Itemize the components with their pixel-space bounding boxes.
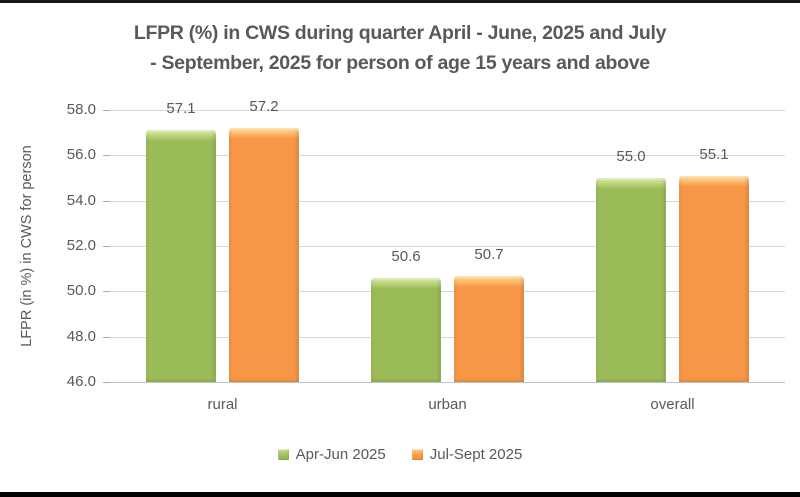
x-axis-line: [110, 382, 785, 383]
y-tick-mark: [103, 337, 110, 338]
bar-rural-series1: 57.1: [146, 100, 216, 382]
x-axis-labels: rural urban overall: [110, 396, 785, 413]
x-category-label-rural: rural: [207, 396, 238, 413]
y-tick-label: 56.0: [66, 146, 96, 163]
data-label: 55.1: [699, 145, 729, 163]
bar-group-urban: 50.6 50.7: [335, 110, 560, 382]
y-tick-mark: [103, 155, 110, 156]
y-tick-label: 58.0: [66, 101, 96, 118]
y-axis-title: LFPR (in %) in CWS for person: [19, 145, 35, 347]
legend-marker-icon: [411, 449, 423, 460]
legend-label: Jul-Sept 2025: [429, 446, 523, 463]
gridline: [110, 155, 785, 156]
gridline: [110, 291, 785, 292]
gridline: [110, 110, 785, 111]
plot-area: 57.1 57.2 50.6 50.7 55.0 55.1: [110, 98, 785, 383]
bottom-border-strip: [0, 492, 800, 497]
y-tick-label: 52.0: [66, 237, 96, 254]
bar-urban-series1: 50.6: [371, 248, 441, 382]
data-label: 50.7: [474, 245, 504, 263]
legend-item-series1: Apr-Jun 2025: [277, 446, 386, 463]
y-tick-label: 48.0: [66, 328, 96, 345]
legend-label: Apr-Jun 2025: [295, 446, 386, 463]
chart-title: LFPR (%) in CWS during quarter April - J…: [0, 18, 800, 78]
data-label: 57.2: [249, 98, 279, 116]
x-category-label-urban: urban: [428, 396, 467, 413]
y-tick-label: 46.0: [66, 373, 96, 390]
gridline: [110, 246, 785, 247]
bar-rural-series2: 57.2: [229, 98, 299, 382]
legend-item-series2: Jul-Sept 2025: [411, 446, 523, 463]
y-tick-label: 50.0: [66, 282, 96, 299]
y-tick-mark: [103, 201, 110, 202]
bar-overall-series1: 55.0: [596, 148, 666, 382]
x-category-label-overall: overall: [650, 396, 695, 413]
bar-overall-series2: 55.1: [679, 146, 749, 382]
y-tick-mark: [103, 110, 110, 111]
legend: Apr-Jun 2025 Jul-Sept 2025: [0, 446, 800, 463]
chart-title-line1: LFPR (%) in CWS during quarter April - J…: [133, 22, 667, 44]
data-label: 55.0: [616, 148, 646, 165]
data-label: 57.1: [166, 100, 196, 118]
bar-group-rural: 57.1 57.2: [110, 98, 335, 382]
y-tick-mark: [103, 291, 110, 292]
y-tick-mark: [103, 382, 110, 383]
gridline: [110, 201, 785, 202]
chart-title-line2: - September, 2025 for person of age 15 y…: [150, 52, 650, 74]
bar-urban-series2: 50.7: [454, 246, 524, 382]
gridline: [110, 337, 785, 338]
data-label: 50.6: [391, 247, 421, 265]
y-tick-mark: [103, 246, 110, 247]
bar-group-overall: 55.0 55.1: [560, 110, 785, 382]
y-tick-label: 54.0: [66, 192, 96, 209]
bars-layer: 57.1 57.2 50.6 50.7 55.0 55.1: [110, 98, 785, 382]
top-border-strip: [0, 0, 800, 3]
legend-marker-icon: [277, 449, 289, 460]
